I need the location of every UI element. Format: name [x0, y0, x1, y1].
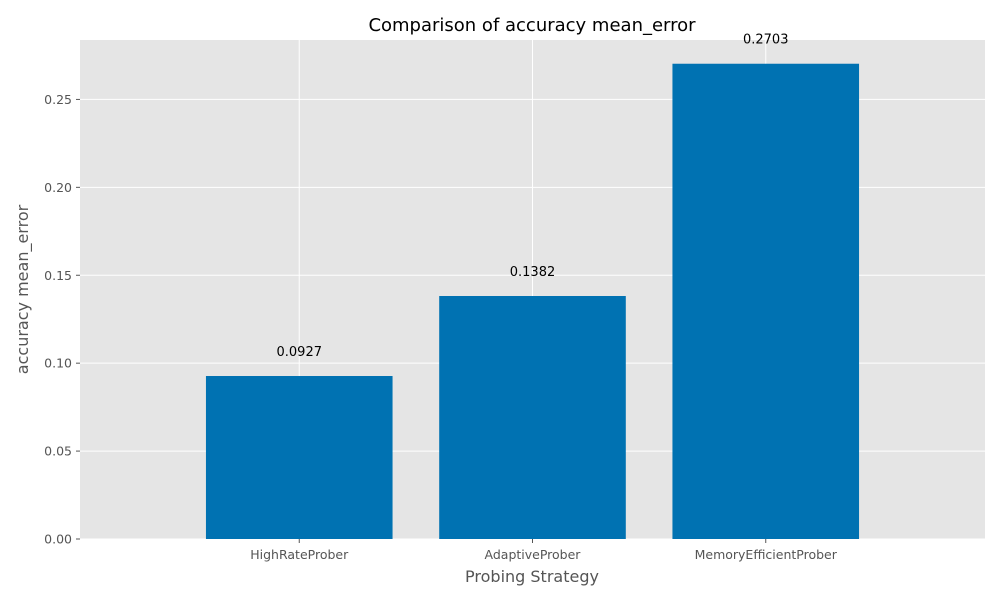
y-tick-label: 0.20: [44, 180, 72, 195]
bar-value-label: 0.1382: [510, 265, 556, 280]
bar-value-label: 0.0927: [277, 345, 323, 360]
bars: [205, 63, 860, 539]
y-tick-label: 0.25: [44, 92, 72, 107]
x-tick-label: HighRateProber: [250, 547, 349, 562]
y-tick-label: 0.05: [44, 444, 72, 459]
bar-value-label: 0.2703: [743, 33, 789, 48]
x-tick-label: AdaptiveProber: [485, 547, 582, 562]
x-axis-label: Probing Strategy: [465, 567, 599, 586]
y-axis-ticks: 0.00 0.05 0.10 0.15 0.20 0.25: [44, 92, 80, 547]
x-axis-ticks: HighRateProber AdaptiveProber MemoryEffici…: [250, 539, 838, 562]
y-tick-label: 0.15: [44, 268, 72, 283]
value-labels: 0.0927 0.1382 0.2703: [277, 33, 789, 360]
y-axis-label: accuracy mean_error: [13, 204, 33, 374]
y-tick-label: 0.00: [44, 532, 72, 547]
bar-memoryefficientprober: [672, 63, 860, 539]
bar-adaptiveprober: [439, 296, 626, 539]
chart-title: Comparison of accuracy mean_error: [368, 15, 696, 36]
y-tick-label: 0.10: [44, 356, 72, 371]
bar-highrateprober: [205, 376, 393, 539]
x-tick-label: MemoryEfficientProber: [695, 547, 838, 562]
